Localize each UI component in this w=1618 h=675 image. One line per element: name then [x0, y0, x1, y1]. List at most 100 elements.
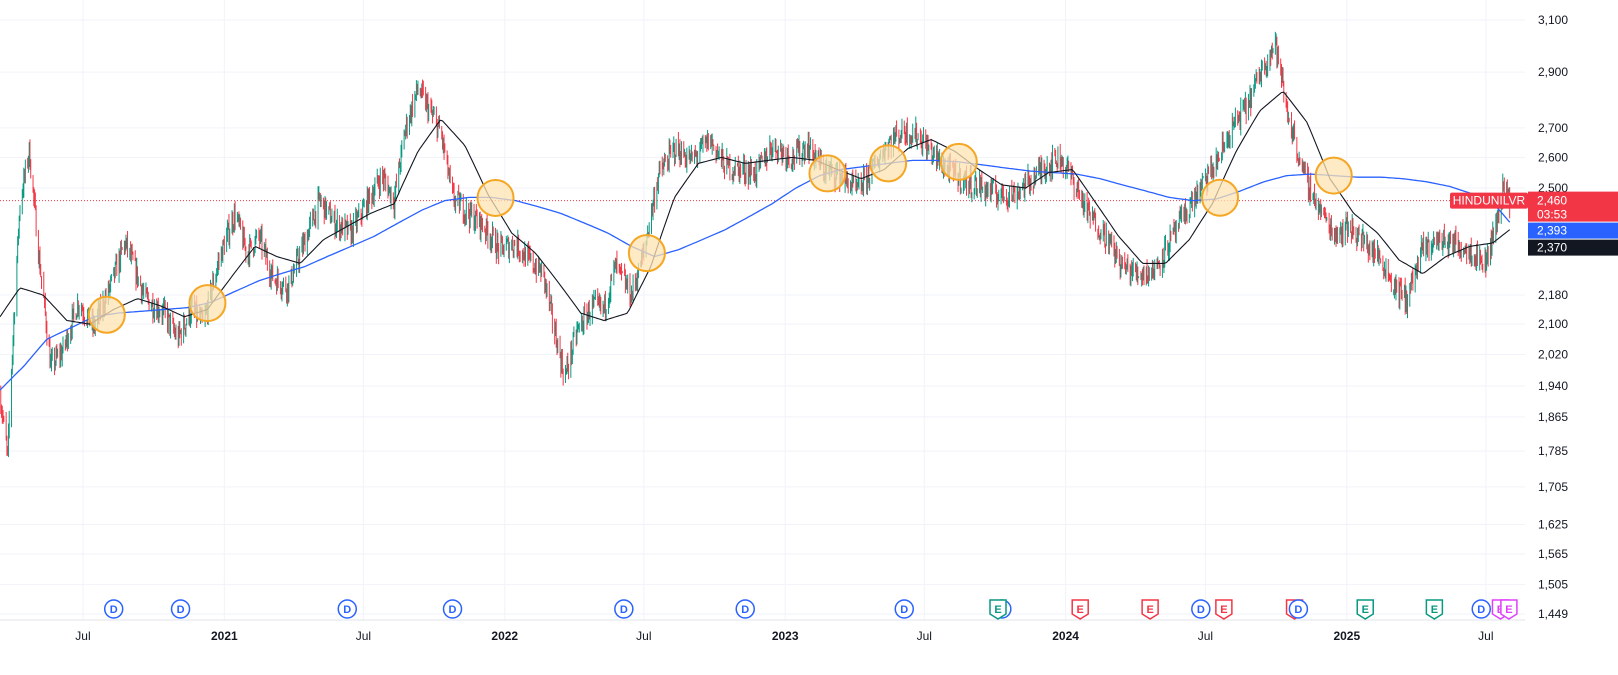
x-tick-label: Jul — [75, 629, 90, 643]
event-label: D — [1477, 604, 1485, 616]
crossover-marker — [1314, 156, 1353, 195]
event-label: E — [994, 604, 1001, 616]
x-tick-label: Jul — [356, 629, 371, 643]
earnings-marker[interactable]: E — [1425, 599, 1444, 620]
dividend-icon — [894, 599, 915, 619]
earnings-icon — [1425, 599, 1444, 620]
x-tick-label: 2022 — [491, 629, 518, 643]
event-label: E — [1505, 604, 1512, 616]
dividend-marker[interactable]: D — [735, 599, 755, 619]
crossover-marker — [476, 178, 515, 217]
earnings-icon — [1215, 599, 1233, 620]
crossover-marker — [1201, 178, 1240, 217]
x-tick-label: 2024 — [1052, 629, 1079, 643]
event-label: D — [343, 604, 351, 616]
dividend-marker[interactable]: D — [170, 599, 191, 619]
event-label: D — [110, 604, 118, 616]
dividend-icon — [1288, 599, 1309, 619]
time-axis[interactable]: Jul 2021 Jul 2022 Jul 2023 Jul 2024 Jul 2025 Jul — [75, 629, 1493, 643]
dividend-icon — [614, 599, 634, 619]
earnings-marker[interactable]: E — [1141, 599, 1159, 620]
event-label: D — [741, 604, 749, 616]
sma-long-tag-bg — [1528, 222, 1618, 239]
dividend-icon — [337, 599, 358, 619]
event-label: D — [177, 604, 185, 616]
last-price-tag-bg — [1528, 191, 1618, 222]
event-label: E — [1077, 604, 1084, 616]
y-tick-label: 2,700 — [1538, 121, 1568, 135]
event-label: D — [1197, 604, 1205, 616]
earnings-marker[interactable]: E — [1500, 599, 1518, 620]
earnings-marker[interactable]: E — [1071, 599, 1089, 620]
x-tick-label: 2023 — [772, 629, 799, 643]
sma-long-tag: 2,393 — [1537, 224, 1567, 238]
y-tick-label: 2,500 — [1538, 181, 1568, 195]
dividend-marker[interactable]: D — [103, 599, 124, 619]
symbol-tag-bg — [1450, 192, 1528, 209]
dividend-marker[interactable]: D — [614, 599, 634, 619]
countdown-label: 03:53 — [1537, 208, 1567, 222]
crossover-marker — [939, 142, 978, 181]
crossover-marker — [188, 284, 227, 323]
y-tick-label: 2,020 — [1538, 348, 1568, 362]
earnings-icon — [1356, 599, 1374, 620]
earnings-marker[interactable]: E — [989, 599, 1007, 620]
event-label: D — [449, 604, 457, 616]
dividend-icon — [170, 599, 191, 619]
earnings-icon — [989, 599, 1007, 620]
crossover-markers — [87, 142, 1353, 334]
dividend-marker[interactable]: D — [894, 599, 915, 619]
last-price-tag: 2,460 — [1537, 194, 1567, 208]
dividend-icon — [1471, 599, 1491, 619]
y-tick-label: 1,940 — [1538, 379, 1568, 393]
event-label: D — [1294, 604, 1302, 616]
x-tick-label: Jul — [1198, 629, 1213, 643]
y-tick-label: 3,100 — [1538, 13, 1568, 27]
crossover-marker — [808, 154, 847, 193]
earnings-marker[interactable]: E — [1356, 599, 1374, 620]
x-tick-label: Jul — [636, 629, 651, 643]
y-tick-label: 1,785 — [1538, 444, 1568, 458]
earnings-icon — [1141, 599, 1159, 620]
candlestick-series — [0, 31, 1511, 458]
dividend-marker[interactable]: D — [1288, 599, 1309, 619]
y-tick-label: 2,600 — [1538, 150, 1568, 164]
dividend-icon — [442, 599, 463, 619]
dividend-icon — [103, 599, 124, 619]
event-label: E — [1220, 604, 1227, 616]
sma-long-line — [0, 159, 1511, 391]
crossover-marker — [87, 295, 126, 334]
event-label: D — [620, 604, 628, 616]
earnings-icon — [1071, 599, 1089, 620]
y-tick-label: 1,865 — [1538, 410, 1568, 424]
moving-averages — [0, 91, 1511, 391]
x-tick-label: 2025 — [1333, 629, 1360, 643]
y-tick-label: 2,180 — [1538, 288, 1568, 302]
event-label: E — [1431, 604, 1438, 616]
chart-grid — [0, 0, 1525, 621]
event-markers[interactable]: DDDDDDDDEEEDEEDEEDEE — [103, 599, 1518, 620]
event-label: D — [900, 604, 908, 616]
y-tick-label: 2,100 — [1538, 317, 1568, 331]
y-tick-label: 1,505 — [1538, 577, 1568, 591]
x-tick-label: Jul — [1478, 629, 1493, 643]
y-tick-label: 2,900 — [1538, 65, 1568, 79]
crossover-marker — [627, 234, 666, 273]
sma-short-tag-bg — [1528, 239, 1618, 256]
x-tick-label: 2021 — [211, 629, 238, 643]
x-tick-label: Jul — [917, 629, 932, 643]
dividend-marker[interactable]: D — [1191, 599, 1211, 619]
dividend-marker[interactable]: D — [337, 599, 358, 619]
event-label: E — [1146, 604, 1153, 616]
dividend-marker[interactable]: D — [1471, 599, 1491, 619]
crossover-marker — [869, 144, 908, 183]
earnings-marker[interactable]: E — [1215, 599, 1233, 620]
sma-short-tag: 2,370 — [1537, 241, 1567, 255]
y-tick-label: 1,625 — [1538, 517, 1568, 531]
earnings-icon — [1500, 599, 1518, 620]
event-label: E — [1362, 604, 1369, 616]
price-axis[interactable]: 3,100 2,900 2,700 2,600 2,500 2,180 2,100 2,020… — [1538, 13, 1568, 621]
dividend-marker[interactable]: D — [442, 599, 463, 619]
